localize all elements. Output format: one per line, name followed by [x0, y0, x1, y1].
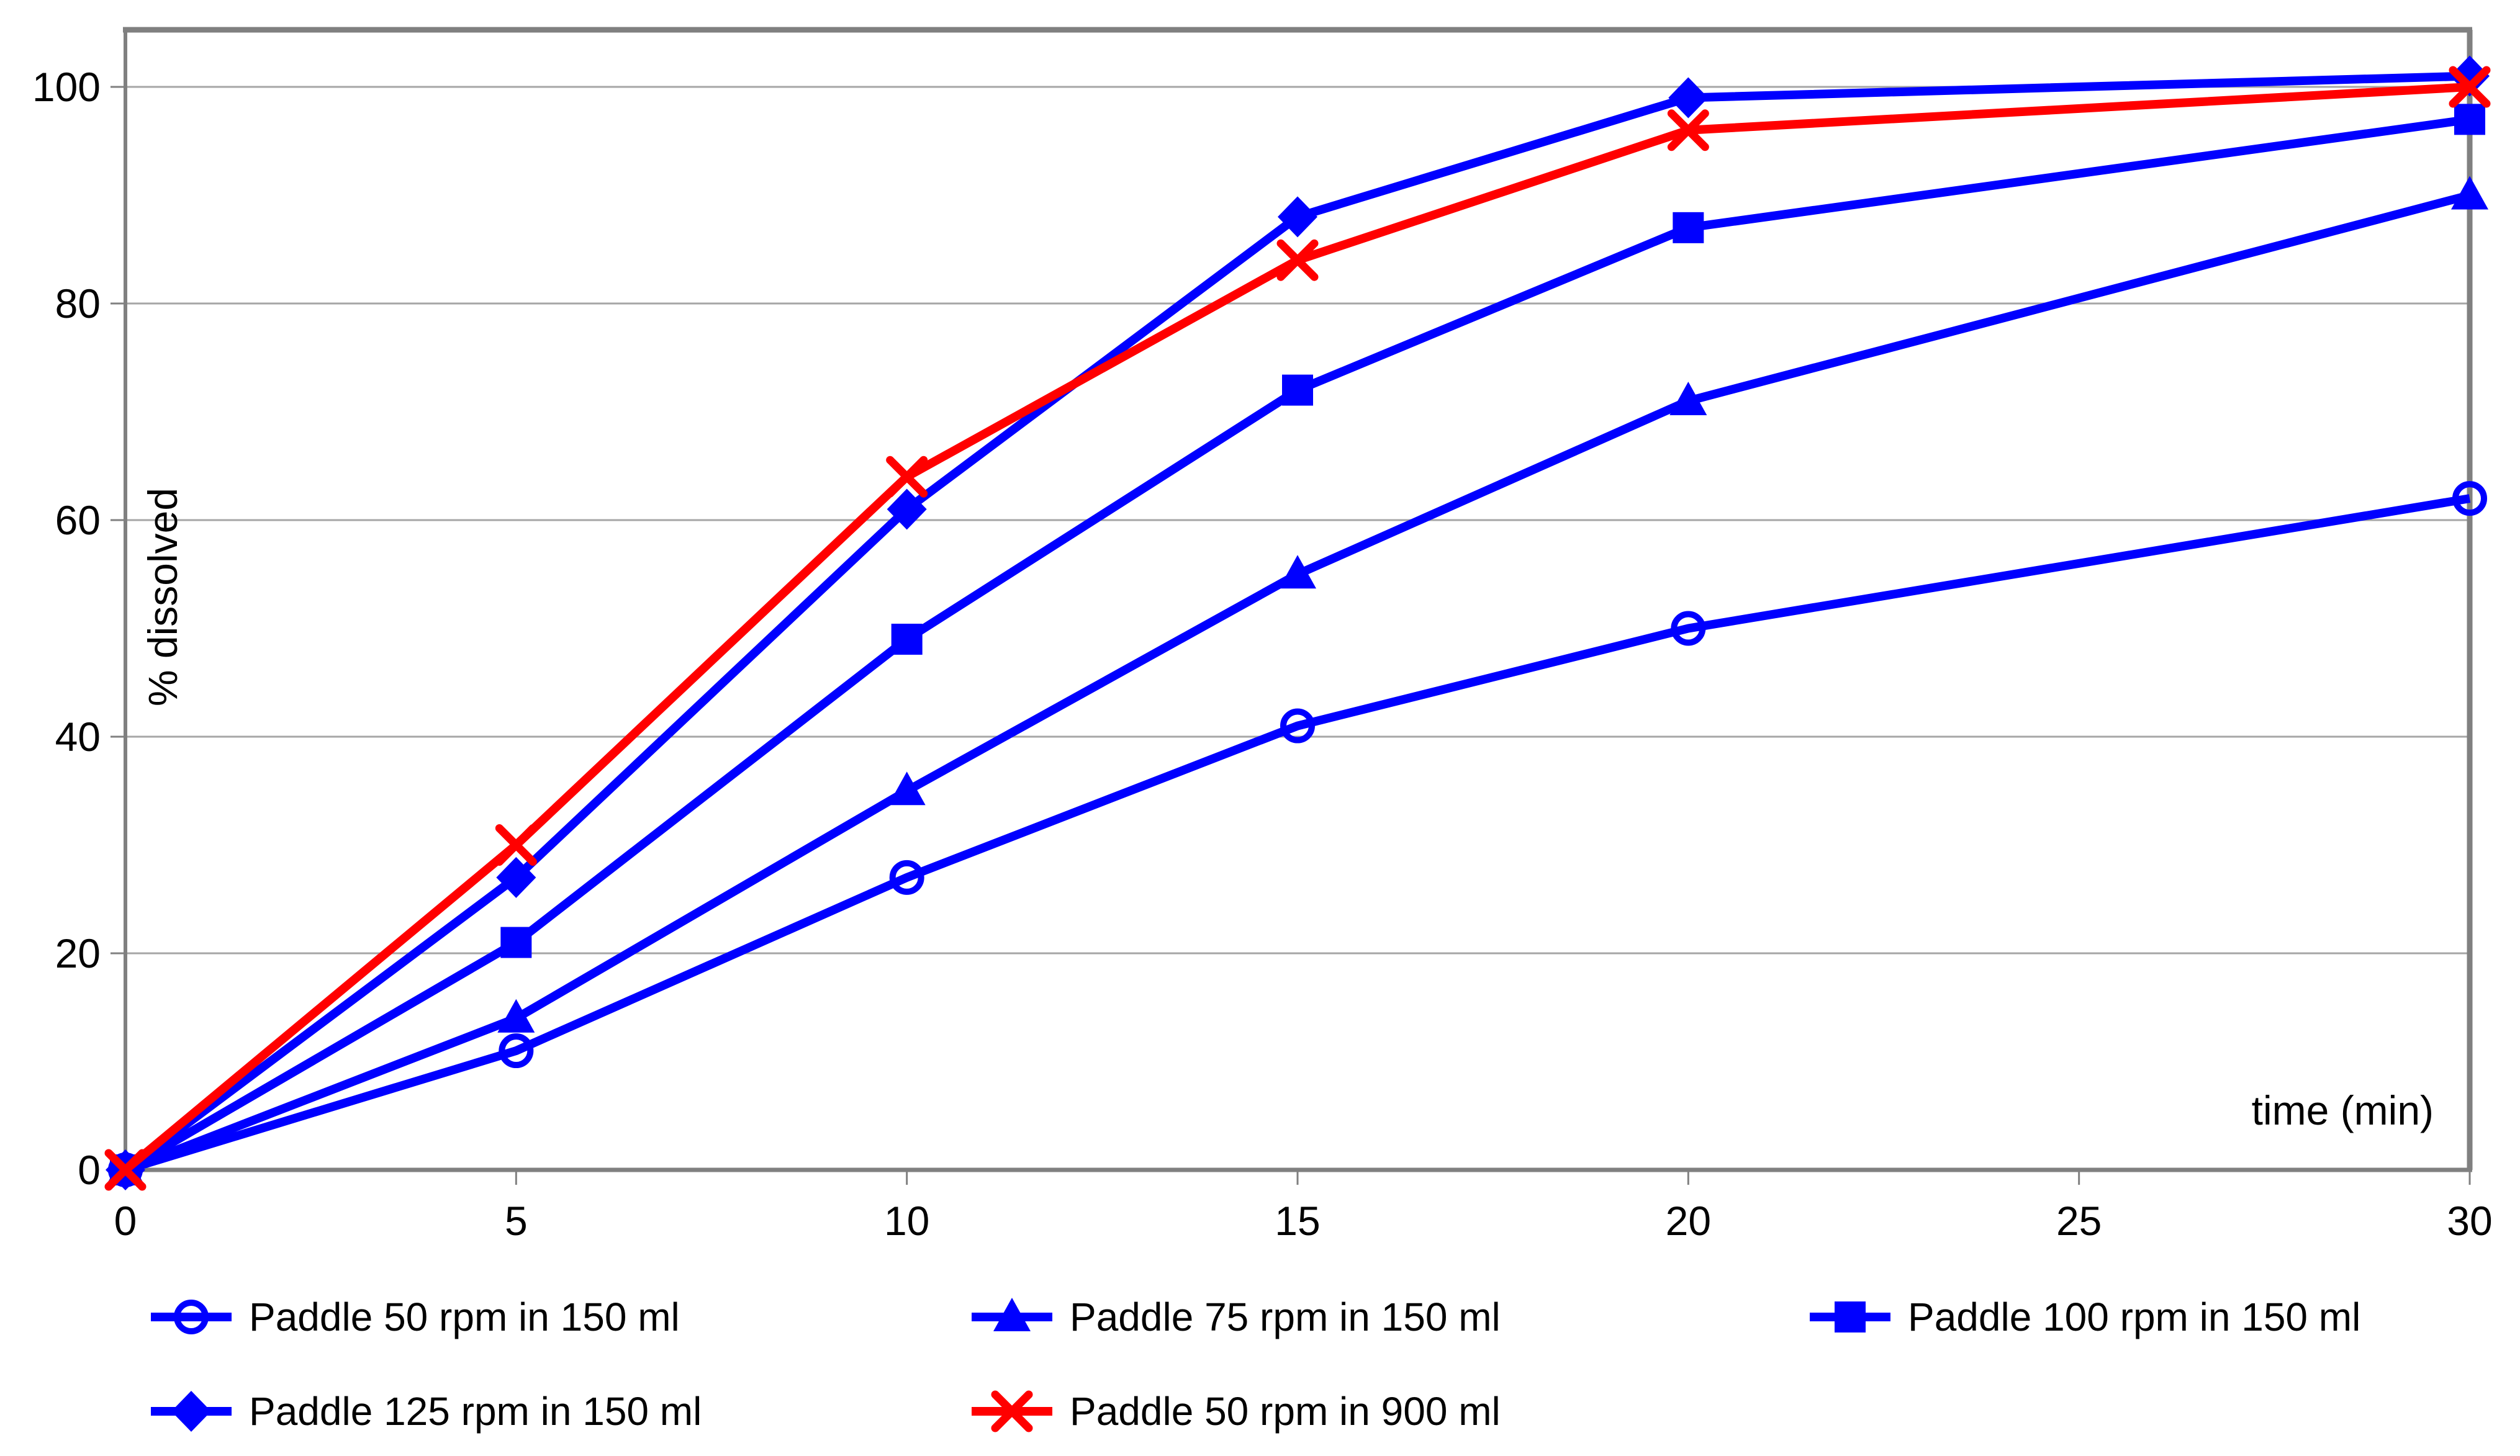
data-point-marker-s4-t0-stroke2: [104, 1149, 147, 1191]
legend-item-0: Paddle 50 rpm in 150 ml: [151, 1295, 680, 1339]
data-point-marker-s1-t10: [888, 771, 926, 806]
legend-label-1: Paddle 75 rpm in 150 ml: [1070, 1295, 1501, 1339]
data-point-marker-s4-t15: [1276, 239, 1319, 281]
legend-item-4: Paddle 50 rpm in 900 ml: [972, 1389, 1501, 1434]
series-line-0: [124, 494, 2471, 1174]
data-point-marker-s2-t20: [1673, 212, 1704, 243]
legend-marker-circle-open-icon: [174, 1300, 209, 1334]
data-point-marker-s1-t5: [497, 999, 535, 1033]
series-0: [108, 481, 2487, 1187]
y-tick-label-40: 40: [55, 714, 101, 760]
data-point-marker-s4-t15-stroke2: [1276, 239, 1319, 281]
data-point-marker-s1-t15: [1279, 555, 1316, 589]
data-point-marker-s4-t20-stroke2: [1667, 109, 1709, 151]
x-tick-label-15: 15: [1275, 1198, 1320, 1244]
series-line-1: [124, 191, 2471, 1174]
tick-labels: 0 5 10 15 20 25 30 0 20 40 60 80 100: [32, 64, 2493, 1244]
data-point-marker-s2-t15: [1282, 374, 1313, 406]
legend-label-4: Paddle 50 rpm in 900 ml: [1070, 1389, 1501, 1434]
series-line-2: [123, 115, 2470, 1174]
x-tick-label-10: 10: [884, 1198, 929, 1244]
legend-marker-square-icon: [1835, 1301, 1866, 1332]
legend-marker-triangle-icon: [993, 1298, 1031, 1331]
series-line-4: [122, 83, 2470, 1174]
data-point-marker-s4-t20: [1667, 109, 1709, 151]
data-point-marker-s0-t30: [2452, 481, 2487, 516]
y-tick-label-0: 0: [78, 1147, 101, 1193]
legend-item-2: Paddle 100 rpm in 150 ml: [1810, 1295, 2360, 1339]
y-axis-title: % dissolved: [140, 488, 186, 706]
data-point-marker-s0-t20: [1671, 611, 1706, 646]
legend-marker-x-icon-stroke2: [991, 1390, 1033, 1432]
data-point-marker-s3-t15: [1278, 196, 1317, 238]
y-tick-label-100: 100: [32, 64, 101, 110]
x-tick-label-20: 20: [1666, 1198, 1711, 1244]
data-point-marker-s3-t20: [1668, 77, 1709, 119]
series-2: [110, 104, 2485, 1185]
data-point-marker-s2-t10: [891, 623, 923, 655]
series-1: [107, 176, 2488, 1184]
data-point-marker-s4-t30-stroke2: [2449, 66, 2491, 108]
data-point-marker-s4-t5: [495, 824, 537, 866]
data-point-marker-s1-t20: [1669, 382, 1707, 416]
x-axis-title: time (min): [2252, 1087, 2434, 1133]
data-point-marker-s3-t10: [887, 488, 927, 530]
legend: Paddle 50 rpm in 150 ml Paddle 75 rpm in …: [151, 1295, 2360, 1434]
legend-item-1: Paddle 75 rpm in 150 ml: [972, 1295, 1501, 1339]
legend-label-0: Paddle 50 rpm in 150 ml: [249, 1295, 680, 1339]
y-tick-label-80: 80: [55, 281, 101, 326]
x-tick-label-30: 30: [2447, 1198, 2492, 1244]
data-point-marker-s2-t30: [2454, 104, 2485, 135]
series-3: [106, 55, 2490, 1190]
legend-marker-x-icon: [991, 1390, 1033, 1432]
legend-item-3: Paddle 125 rpm in 150 ml: [151, 1389, 702, 1434]
data-point-marker-s4-t30: [2449, 66, 2491, 108]
data-point-marker-s3-t5: [496, 856, 536, 898]
data-series: [104, 55, 2491, 1191]
data-point-marker-s4-t5-stroke2: [495, 824, 537, 866]
data-point-marker-s0-t5: [499, 1033, 534, 1069]
data-point-marker-s4-t0: [104, 1149, 147, 1191]
legend-label-2: Paddle 100 rpm in 150 ml: [1908, 1295, 2360, 1339]
y-tick-label-60: 60: [55, 497, 101, 543]
data-point-marker-s1-t30: [2451, 176, 2488, 210]
data-point-marker-s4-t10-stroke2: [886, 456, 928, 498]
x-tick-label-0: 0: [114, 1198, 137, 1244]
x-tick-label-5: 5: [505, 1198, 528, 1244]
y-tick-label-20: 20: [55, 930, 101, 976]
data-point-marker-s2-t5: [500, 927, 532, 958]
data-point-marker-s4-t10: [886, 456, 928, 498]
x-tick-label-25: 25: [2056, 1198, 2102, 1244]
legend-label-3: Paddle 125 rpm in 150 ml: [249, 1389, 702, 1434]
data-point-marker-s0-t10: [889, 860, 924, 895]
legend-marker-diamond-icon: [171, 1391, 211, 1432]
series-line-3: [122, 71, 2470, 1174]
gridlines: [125, 86, 2470, 955]
data-point-marker-s0-t15: [1280, 708, 1315, 744]
series-4: [104, 66, 2491, 1191]
